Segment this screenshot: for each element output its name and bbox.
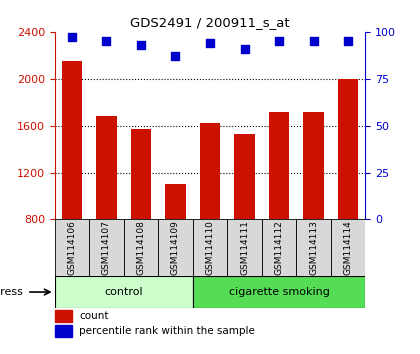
Bar [234,134,255,219]
Point [276,38,282,44]
Text: GSM114107: GSM114107 [102,220,111,275]
Point [103,38,110,44]
Text: stress: stress [0,287,24,297]
Text: GSM114112: GSM114112 [275,221,284,275]
Point [207,40,213,46]
Text: percentile rank within the sample: percentile rank within the sample [79,326,255,336]
Bar [193,276,365,308]
Bar [55,310,72,322]
Text: GSM114111: GSM114111 [240,220,249,275]
Point [241,46,248,52]
Bar [55,325,72,337]
Bar [227,219,262,276]
Text: GSM114110: GSM114110 [205,220,215,275]
Bar [331,219,365,276]
Bar [89,219,123,276]
Point [345,38,352,44]
Text: GSM114109: GSM114109 [171,220,180,275]
Bar [297,219,331,276]
Point [138,42,144,48]
Bar [55,219,89,276]
Bar [61,61,82,219]
Bar [269,112,289,219]
Bar [55,276,193,308]
Text: GSM114106: GSM114106 [67,220,76,275]
Point [310,38,317,44]
Bar [200,123,221,219]
Bar [96,116,117,219]
Text: cigarette smoking: cigarette smoking [228,287,330,297]
Text: GSM114108: GSM114108 [136,220,145,275]
Bar [193,219,227,276]
Text: GSM114113: GSM114113 [309,220,318,275]
Title: GDS2491 / 200911_s_at: GDS2491 / 200911_s_at [130,16,290,29]
Bar [262,219,297,276]
Bar [303,112,324,219]
Text: count: count [79,311,109,321]
Point [172,53,179,59]
Text: control: control [104,287,143,297]
Bar [158,219,193,276]
Bar [123,219,158,276]
Point [68,35,75,40]
Bar [131,129,151,219]
Bar [165,184,186,219]
Bar [338,79,359,219]
Text: GSM114114: GSM114114 [344,221,353,275]
